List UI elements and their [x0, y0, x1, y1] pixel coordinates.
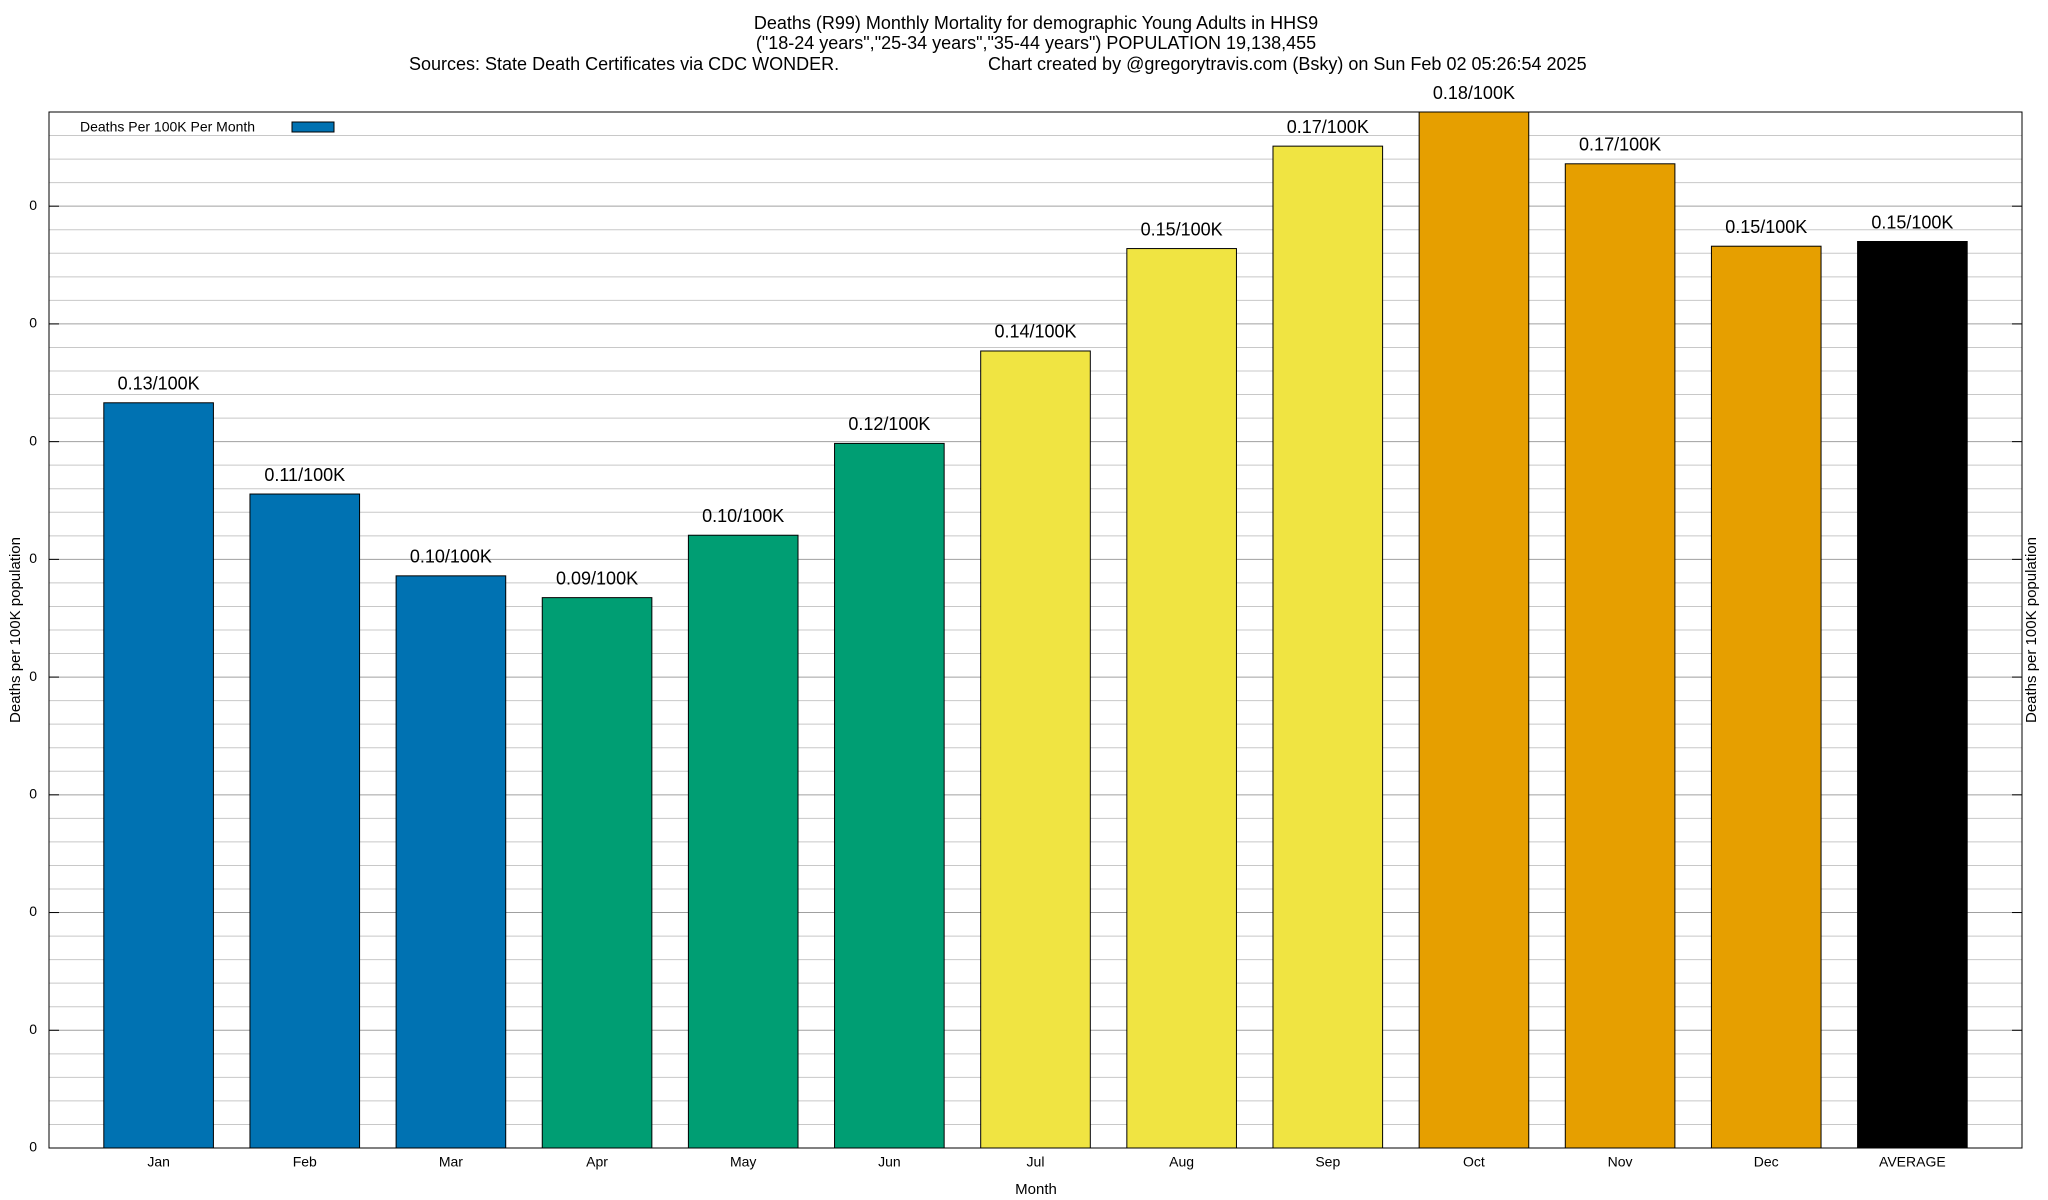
bar: [1418, 111, 1530, 1149]
y-tick-label: 0: [29, 197, 37, 213]
bar: [980, 350, 1091, 1149]
x-tick-label: Jul: [1027, 1154, 1045, 1170]
data-label: 0.10/100K: [702, 506, 784, 526]
plot-frame: [48, 111, 2023, 1149]
bar: [541, 597, 653, 1149]
y-tick-label: 0: [29, 432, 37, 448]
data-label: 0.17/100K: [1287, 117, 1369, 137]
data-label: 0.15/100K: [1141, 219, 1223, 239]
data-label: 0.15/100K: [1871, 212, 1953, 232]
data-label: 0.18/100K: [1433, 83, 1515, 103]
data-label: 0.10/100K: [410, 547, 492, 567]
legend-label: Deaths Per 100K Per Month: [80, 119, 255, 135]
chart-title: Deaths (R99) Monthly Mortality for demog…: [754, 13, 1318, 33]
sources: Sources: State Death Certificates via CD…: [409, 54, 839, 74]
chart-subtitle: ("18-24 years","25-34 years","35-44 year…: [756, 33, 1316, 53]
x-tick-label: Sep: [1315, 1154, 1340, 1170]
x-tick-label: Dec: [1754, 1154, 1779, 1170]
y-tick-label: 0: [29, 786, 37, 802]
bar: [687, 534, 799, 1149]
bar: [395, 575, 507, 1149]
x-tick-label: Oct: [1463, 1154, 1485, 1170]
y-tick-label: 0: [29, 668, 37, 684]
bar: [1564, 163, 1676, 1149]
x-tick-label: Aug: [1169, 1154, 1194, 1170]
x-axis-label: Month: [1015, 1181, 1057, 1198]
data-label: 0.13/100K: [118, 374, 200, 394]
data-label: 0.11/100K: [264, 465, 345, 485]
y-tick-label: 0: [29, 315, 37, 331]
bar: [1857, 241, 1968, 1149]
bar: [249, 493, 361, 1149]
data-label: 0.17/100K: [1579, 135, 1661, 155]
data-label: 0.14/100K: [994, 322, 1076, 342]
x-tick-label: Nov: [1608, 1154, 1633, 1170]
y2-axis-label: Deaths per 100K population: [2023, 537, 2040, 723]
y-tick-label: 0: [29, 1139, 37, 1155]
x-tick-label: Mar: [439, 1154, 463, 1170]
bar: [1272, 145, 1384, 1149]
data-label: 0.09/100K: [556, 568, 638, 588]
data-label: 0.12/100K: [848, 414, 930, 434]
x-tick-label: Apr: [586, 1154, 608, 1170]
bar: [834, 442, 945, 1149]
y-axis-label: Deaths per 100K population: [7, 537, 24, 723]
credit: Chart created by @gregorytravis.com (Bsk…: [988, 54, 1587, 74]
bar: [1126, 248, 1237, 1149]
y-tick-label: 0: [29, 550, 37, 566]
bar: [103, 402, 214, 1149]
x-tick-label: AVERAGE: [1879, 1154, 1946, 1170]
x-tick-label: Jan: [147, 1154, 170, 1170]
x-tick-label: May: [730, 1154, 756, 1170]
legend-swatch: [291, 121, 335, 133]
x-tick-label: Feb: [293, 1154, 317, 1170]
data-label: 0.15/100K: [1725, 217, 1807, 237]
x-tick-label: Jun: [878, 1154, 901, 1170]
bar: [1710, 245, 1822, 1149]
y-tick-label: 0: [29, 903, 37, 919]
y-tick-label: 0: [29, 1021, 37, 1037]
